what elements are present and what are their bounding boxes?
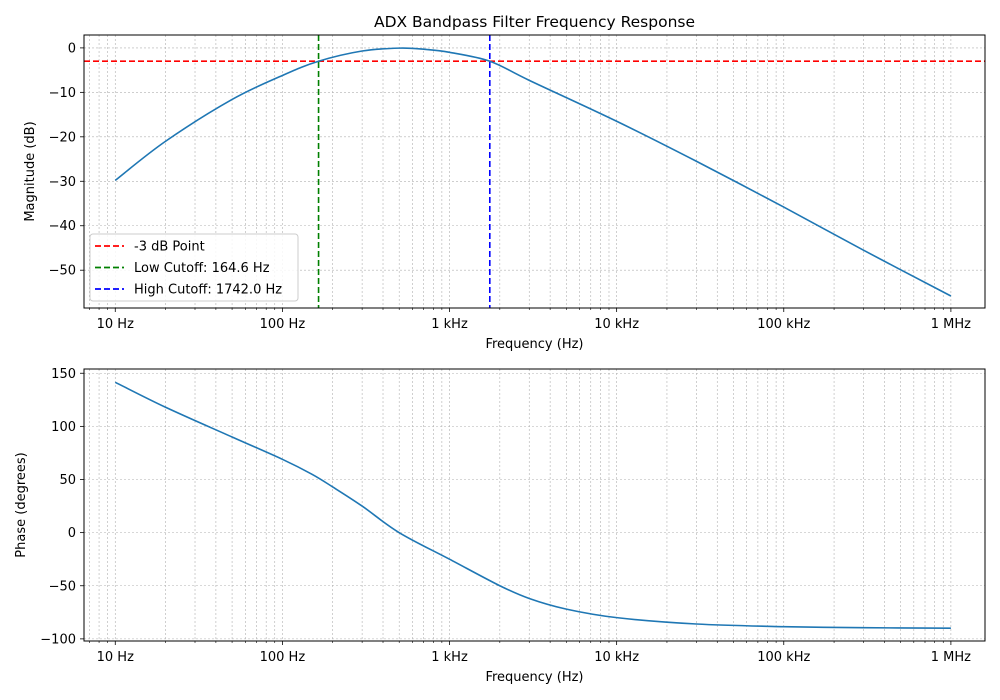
legend: -3 dB Point Low Cutoff: 164.6 Hz High Cu… bbox=[89, 233, 299, 302]
magnitude-y-axis-label: Magnitude (dB) bbox=[23, 121, 38, 221]
x-tick-label: 1 kHz bbox=[431, 650, 468, 665]
x-tick-label: 100 kHz bbox=[757, 650, 810, 665]
phase-x-ticks: 10 Hz 100 Hz 1 kHz 10 kHz 100 kHz 1 MHz bbox=[89, 641, 971, 665]
x-tick-label: 1 MHz bbox=[931, 317, 971, 332]
magnitude-series-line bbox=[114, 47, 952, 297]
y-tick-label: 50 bbox=[59, 473, 76, 488]
y-tick-label: 0 bbox=[68, 526, 76, 541]
phase-y-axis-label: Phase (degrees) bbox=[14, 452, 29, 557]
phase-series-line bbox=[114, 381, 951, 629]
x-tick-label: 100 Hz bbox=[260, 317, 306, 332]
x-tick-label: 10 Hz bbox=[97, 317, 134, 332]
phase-x-axis-label: Frequency (Hz) bbox=[485, 670, 583, 685]
legend-entry-low-cutoff: Low Cutoff: 164.6 Hz bbox=[134, 261, 270, 276]
x-tick-label: 100 kHz bbox=[757, 317, 810, 332]
x-tick-label: 100 Hz bbox=[260, 650, 306, 665]
phase-axes-frame bbox=[83, 368, 986, 642]
x-tick-label: 10 kHz bbox=[594, 317, 639, 332]
y-tick-label: −50 bbox=[49, 264, 76, 279]
x-tick-label: 1 kHz bbox=[431, 317, 468, 332]
y-tick-label: −10 bbox=[49, 86, 76, 101]
magnitude-y-ticks: 0 −10 −20 −30 −40 −50 bbox=[49, 41, 84, 279]
y-tick-label: −100 bbox=[40, 632, 76, 647]
y-tick-label: 100 bbox=[51, 420, 76, 435]
x-tick-label: 10 Hz bbox=[97, 650, 134, 665]
legend-entry-high-cutoff: High Cutoff: 1742.0 Hz bbox=[134, 283, 282, 298]
y-tick-label: −20 bbox=[49, 130, 76, 145]
magnitude-x-ticks: 10 Hz 100 Hz 1 kHz 10 kHz 100 kHz 1 MHz bbox=[89, 308, 971, 332]
y-tick-label: −50 bbox=[49, 579, 76, 594]
y-tick-label: 0 bbox=[68, 41, 76, 56]
magnitude-grid bbox=[84, 35, 985, 308]
magnitude-subplot: ADX Bandpass Filter Frequency Response 1… bbox=[23, 13, 986, 352]
y-tick-label: 150 bbox=[51, 367, 76, 382]
phase-y-ticks: 150 100 50 0 −50 −100 bbox=[40, 367, 84, 647]
legend-box bbox=[89, 233, 299, 302]
legend-entry-3db: -3 dB Point bbox=[134, 240, 205, 255]
magnitude-reference-lines bbox=[84, 35, 985, 308]
y-tick-label: −40 bbox=[49, 219, 76, 234]
phase-subplot: 10 Hz 100 Hz 1 kHz 10 kHz 100 kHz 1 MHz 150 10… bbox=[14, 367, 986, 685]
x-tick-label: 1 MHz bbox=[931, 650, 971, 665]
x-tick-label: 10 kHz bbox=[594, 650, 639, 665]
chart-title: ADX Bandpass Filter Frequency Response bbox=[374, 13, 695, 31]
magnitude-x-axis-label: Frequency (Hz) bbox=[485, 337, 583, 352]
y-tick-label: −30 bbox=[49, 175, 76, 190]
magnitude-axes-frame bbox=[83, 34, 986, 309]
phase-grid bbox=[84, 369, 985, 641]
